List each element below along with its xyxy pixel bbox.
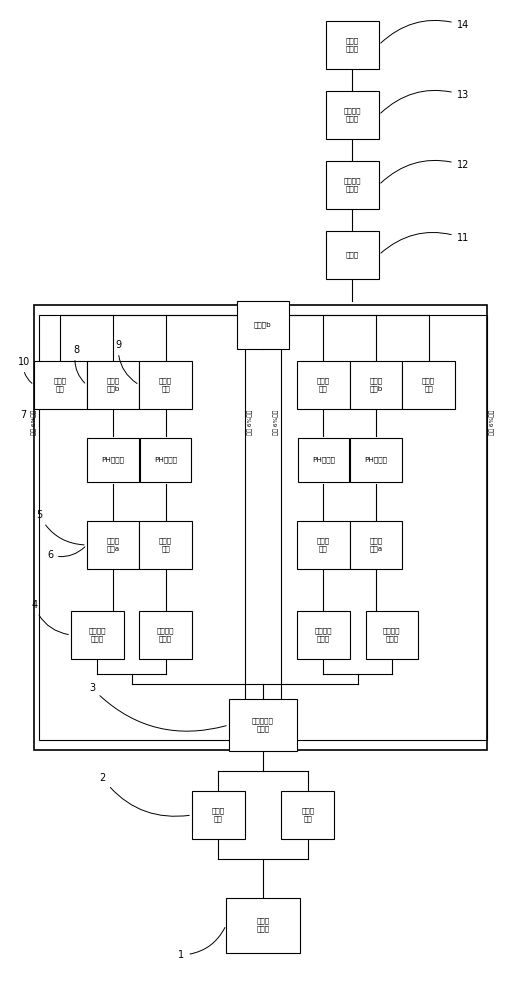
Text: 复合 6%黄泥: 复合 6%黄泥 bbox=[274, 410, 279, 435]
Text: 固液收
集池: 固液收 集池 bbox=[317, 538, 330, 552]
Text: 5: 5 bbox=[36, 510, 84, 545]
Bar bbox=[297, 521, 350, 569]
Text: 生物淋洗
反应罐: 生物淋洗 反应罐 bbox=[383, 628, 401, 642]
Text: 14: 14 bbox=[381, 20, 469, 43]
Text: PH调节池: PH调节池 bbox=[365, 457, 388, 463]
Text: 萃取电
解装置: 萃取电 解装置 bbox=[346, 38, 359, 52]
Text: 复合 6%黄泥: 复合 6%黄泥 bbox=[489, 410, 494, 435]
Text: 存储罐: 存储罐 bbox=[346, 252, 359, 258]
Text: 10: 10 bbox=[17, 357, 32, 383]
Text: 8: 8 bbox=[73, 345, 85, 383]
Bar bbox=[326, 91, 379, 139]
Text: 除藻过
滤池: 除藻过 滤池 bbox=[54, 378, 67, 392]
Bar bbox=[139, 361, 192, 409]
Bar bbox=[139, 611, 192, 659]
Bar bbox=[326, 161, 379, 209]
Text: 营养液
储存罐: 营养液 储存罐 bbox=[257, 918, 269, 932]
Bar bbox=[281, 791, 334, 839]
Text: 存储罐b: 存储罐b bbox=[254, 322, 272, 328]
Bar bbox=[402, 361, 455, 409]
Text: 11: 11 bbox=[381, 232, 469, 253]
Text: 固液分
离池a: 固液分 离池a bbox=[370, 538, 382, 552]
Text: 生物淋洗
反应罐: 生物淋洗 反应罐 bbox=[315, 628, 332, 642]
Text: 4: 4 bbox=[31, 600, 68, 635]
Bar bbox=[140, 438, 191, 482]
Text: PH调节池: PH调节池 bbox=[102, 457, 125, 463]
Text: 固液回
收池: 固液回 收池 bbox=[159, 378, 172, 392]
Text: 6: 6 bbox=[47, 547, 85, 560]
Bar bbox=[281, 315, 487, 740]
Text: 固液分
离池b: 固液分 离池b bbox=[106, 378, 120, 392]
Text: 固液分
离池a: 固液分 离池a bbox=[107, 538, 119, 552]
Text: 生物淋洗
反应罐: 生物淋洗 反应罐 bbox=[88, 628, 106, 642]
Bar bbox=[192, 791, 245, 839]
Bar bbox=[237, 301, 289, 349]
Text: 生物反
应器: 生物反 应器 bbox=[301, 808, 314, 822]
Bar bbox=[34, 361, 87, 409]
Text: PH调节池: PH调节池 bbox=[154, 457, 177, 463]
Text: 13: 13 bbox=[381, 90, 469, 113]
Text: 12: 12 bbox=[381, 160, 469, 183]
Bar bbox=[71, 611, 124, 659]
Bar bbox=[87, 438, 139, 482]
Bar bbox=[350, 521, 402, 569]
Bar bbox=[87, 521, 139, 569]
Text: 1: 1 bbox=[178, 927, 225, 960]
Text: 2: 2 bbox=[99, 773, 189, 816]
Bar bbox=[297, 611, 350, 659]
Bar bbox=[350, 438, 402, 482]
Bar bbox=[326, 231, 379, 279]
Bar bbox=[350, 361, 402, 409]
Bar bbox=[229, 699, 297, 751]
Bar bbox=[326, 21, 379, 69]
Text: 生物反
应器: 生物反 应器 bbox=[212, 808, 225, 822]
Text: 膜蒸馏浓
缩装置: 膜蒸馏浓 缩装置 bbox=[343, 108, 361, 122]
Bar bbox=[87, 361, 139, 409]
Bar bbox=[34, 305, 487, 750]
Text: 3: 3 bbox=[89, 683, 226, 731]
Bar bbox=[39, 315, 245, 740]
Text: 生物淋滤液
储存桶: 生物淋滤液 储存桶 bbox=[252, 718, 274, 732]
Bar bbox=[297, 361, 350, 409]
Text: 生物淋洗
反应罐: 生物淋洗 反应罐 bbox=[157, 628, 175, 642]
Bar bbox=[226, 898, 300, 953]
Text: PH调节池: PH调节池 bbox=[312, 457, 335, 463]
Text: 复合 6%黄泥: 复合 6%黄泥 bbox=[32, 410, 37, 435]
Text: 固液回
收池: 固液回 收池 bbox=[317, 378, 330, 392]
Text: 固液分
离池b: 固液分 离池b bbox=[369, 378, 383, 392]
Text: 固液收
集池: 固液收 集池 bbox=[159, 538, 172, 552]
Text: 复合 6%黄泥: 复合 6%黄泥 bbox=[247, 410, 252, 435]
Bar bbox=[139, 521, 192, 569]
Text: 7: 7 bbox=[21, 410, 34, 420]
Text: 9: 9 bbox=[115, 340, 137, 384]
Text: 膜蒸馏浓
缩装置: 膜蒸馏浓 缩装置 bbox=[343, 178, 361, 192]
Bar bbox=[366, 611, 418, 659]
Bar bbox=[298, 438, 349, 482]
Text: 除藻过
滤池: 除藻过 滤池 bbox=[422, 378, 435, 392]
